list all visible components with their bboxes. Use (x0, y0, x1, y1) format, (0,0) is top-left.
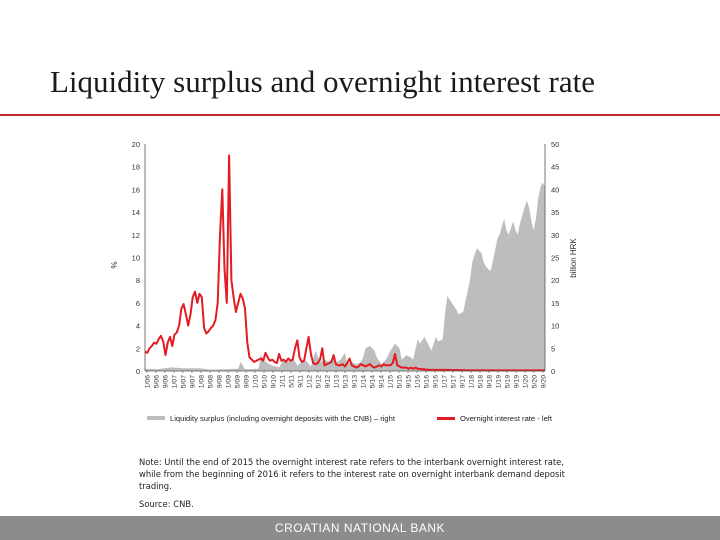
x-tick-label: 5/09 (235, 375, 242, 388)
x-tick-label: 9/11 (298, 375, 305, 388)
legend-label-liquidity-surplus: Liquidity surplus (including overnight d… (170, 414, 396, 423)
x-tick-label: 1/16 (415, 375, 422, 388)
x-tick-label: 1/19 (496, 375, 503, 388)
y-axis-right-label: billion HRK (569, 238, 578, 278)
y-right-tick-label: 0 (551, 367, 555, 376)
x-tick-label: 1/20 (523, 375, 530, 388)
footer-bar: CROATIAN NATIONAL BANK (0, 516, 720, 540)
x-tick-label: 5/19 (505, 375, 512, 388)
legend-swatch-overnight-rate (437, 417, 455, 420)
series-line-overnight-rate (144, 154, 545, 372)
x-tick-label: 9/07 (190, 375, 197, 388)
x-tick-label: 5/06 (154, 375, 161, 388)
x-tick-label: 9/12 (325, 375, 332, 388)
x-tick-label: 1/18 (469, 375, 476, 388)
y-right-tick-label: 5 (551, 344, 555, 353)
chart-note: Note: Until the end of 2015 the overnigh… (139, 457, 565, 491)
footer-label: CROATIAN NATIONAL BANK (274, 521, 446, 535)
x-tick-label: 5/18 (478, 375, 485, 388)
x-tick-label: 5/13 (343, 375, 350, 388)
y-left-tick-label: 4 (136, 322, 140, 331)
x-tick-label: 9/16 (433, 375, 440, 388)
x-tick-label: 1/11 (280, 375, 287, 388)
x-tick-label: 9/15 (406, 375, 413, 388)
y-left-tick-label: 16 (132, 185, 140, 194)
x-tick-label: 1/17 (442, 375, 449, 388)
y-right-tick-label: 25 (551, 254, 559, 263)
x-tick-label: 9/13 (352, 375, 359, 388)
x-tick-label: 1/15 (388, 375, 395, 388)
x-tick-label: 9/20 (541, 375, 548, 388)
x-tick-label: 9/10 (271, 375, 278, 388)
y-left-tick-label: 14 (132, 208, 140, 217)
x-tick-label: 5/08 (208, 375, 215, 388)
y-left-tick-label: 8 (136, 276, 140, 285)
x-tick-label: 5/17 (451, 375, 458, 388)
x-tick-label: 1/13 (334, 375, 341, 388)
y-left-tick-label: 10 (132, 254, 140, 263)
y-right-tick-label: 30 (551, 231, 559, 240)
y-right-tick-label: 50 (551, 140, 559, 149)
y-axis-left-label: % (110, 261, 119, 268)
x-tick-label: 9/06 (163, 375, 170, 388)
x-tick-label: 9/19 (514, 375, 521, 388)
x-tick-label: 1/14 (361, 375, 368, 388)
x-tick-label: 5/20 (532, 375, 539, 388)
y-left-tick-label: 0 (136, 367, 140, 376)
x-tick-label: 1/07 (172, 375, 179, 388)
x-tick-label: 5/16 (424, 375, 431, 388)
y-left-tick-label: 20 (132, 140, 140, 149)
series-area-liquidity-surplus (145, 182, 545, 371)
x-tick-label: 5/12 (316, 375, 323, 388)
y-left-tick-label: 18 (132, 163, 140, 172)
y-left-tick-label: 6 (136, 299, 140, 308)
x-tick-label: 5/10 (262, 375, 269, 388)
slide-title: Liquidity surplus and overnight interest… (50, 64, 595, 99)
x-tick-label: 1/09 (226, 375, 233, 388)
y-right-tick-label: 35 (551, 208, 559, 217)
x-tick-label: 9/14 (379, 375, 386, 388)
x-tick-label: 5/11 (289, 375, 296, 388)
x-tick-label: 1/10 (253, 375, 260, 388)
y-right-tick-label: 40 (551, 185, 559, 194)
y-right-tick-label: 10 (551, 322, 559, 331)
x-tick-label: 1/08 (199, 375, 206, 388)
x-tick-label: 9/09 (244, 375, 251, 388)
legend-label-overnight-rate: Overnight interest rate - left (460, 414, 553, 423)
y-left-tick-label: 12 (132, 231, 140, 240)
chart-source: Source: CNB. (139, 499, 194, 509)
x-tick-label: 9/08 (217, 375, 224, 388)
x-tick-label: 1/06 (145, 375, 152, 388)
x-tick-label: 5/15 (397, 375, 404, 388)
y-right-tick-label: 15 (551, 299, 559, 308)
x-tick-label: 1/12 (307, 375, 314, 388)
y-left-tick-label: 2 (136, 344, 140, 353)
title-divider (0, 114, 720, 116)
x-tick-label: 9/18 (487, 375, 494, 388)
y-right-tick-label: 45 (551, 163, 559, 172)
x-tick-label: 5/07 (181, 375, 188, 388)
x-tick-label: 5/14 (370, 375, 377, 388)
y-right-tick-label: 20 (551, 276, 559, 285)
legend-swatch-liquidity-surplus (147, 416, 165, 420)
x-tick-label: 9/17 (460, 375, 467, 388)
